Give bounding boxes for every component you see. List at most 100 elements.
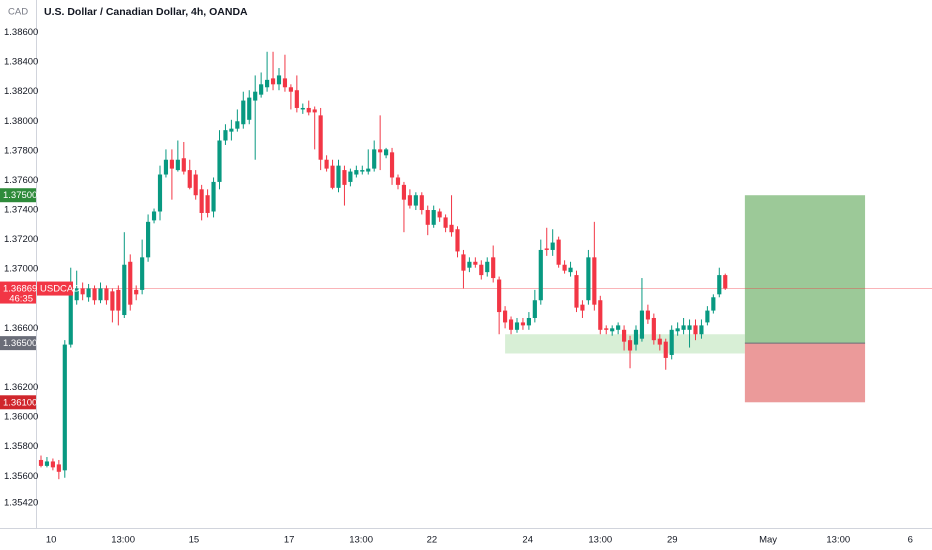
candle-body [538, 249, 543, 301]
x-tick-label: 15 [189, 535, 200, 546]
y-tick-label: 1.36200 [4, 382, 38, 393]
candle-body [92, 288, 97, 301]
x-tick-label: 22 [427, 535, 438, 546]
currency-label: CAD [8, 7, 28, 18]
candle-body [241, 100, 246, 125]
candle-body [116, 289, 121, 311]
y-tick-label: 1.35800 [4, 441, 38, 452]
candle-body [586, 257, 591, 301]
candle-body [330, 165, 335, 188]
y-tick-label: 1.37000 [4, 264, 38, 275]
y-tick-label: 1.35420 [4, 497, 38, 508]
candle-body [574, 275, 579, 308]
y-tick-label: 1.37200 [4, 234, 38, 245]
candle-body [175, 159, 180, 171]
candle-body [491, 257, 496, 279]
price-label-text: 1.36869 [3, 284, 37, 295]
candle-body [163, 159, 169, 175]
candle-body [288, 87, 293, 92]
candle-body [342, 170, 347, 185]
candle-body [455, 229, 460, 252]
candle-body [122, 264, 127, 316]
candle-body [669, 329, 674, 355]
candle-body [68, 294, 73, 345]
y-tick-label: 1.36600 [4, 323, 38, 334]
x-tick-label: 13:00 [826, 535, 850, 546]
candle-body [604, 328, 609, 330]
x-tick-label: 6 [908, 535, 913, 546]
candle-body [532, 300, 537, 318]
x-tick-label: 13:00 [349, 535, 373, 546]
candle-body [193, 174, 198, 196]
candle-body [687, 325, 692, 330]
x-tick-label: 17 [284, 535, 295, 546]
candle-body [384, 149, 389, 156]
candle-body [146, 221, 151, 258]
candle-body [473, 261, 478, 265]
symbol-label-box [37, 281, 73, 296]
candle-body [431, 210, 436, 225]
y-tick-label: 1.36000 [4, 412, 38, 423]
y-tick-label: 1.38000 [4, 116, 38, 127]
candle-body [140, 257, 145, 290]
candle-body [437, 211, 442, 218]
candle-body [419, 195, 424, 211]
x-tick-label: 13:00 [588, 535, 612, 546]
candle-body [253, 91, 258, 101]
candle-body [50, 461, 55, 468]
candle-body [705, 310, 710, 323]
y-tick-label: 1.37800 [4, 145, 38, 156]
candle-body [508, 319, 514, 330]
stop-label-box [0, 395, 36, 410]
candle-body [366, 168, 371, 172]
candle-body [110, 291, 115, 311]
target-label-box [0, 188, 36, 203]
candle-body [80, 288, 85, 295]
candle-body [360, 170, 365, 172]
y-tick-label: 1.37600 [4, 175, 38, 186]
candle-body [651, 317, 656, 341]
profit-zone [744, 195, 866, 344]
countdown-text: 46:35 [9, 294, 33, 305]
candle-body [235, 121, 240, 129]
candle-body [467, 261, 472, 268]
y-tick-label: 1.38200 [4, 86, 38, 97]
candle-body [681, 325, 686, 330]
y-tick-label: 1.38400 [4, 57, 38, 68]
candle-body [318, 115, 323, 160]
candle-body [265, 79, 270, 88]
candle-body [336, 165, 341, 188]
candle-body [723, 275, 728, 289]
entry-label-box [0, 336, 36, 351]
candle-body [205, 195, 210, 213]
candle-body [407, 195, 412, 206]
candle-body [616, 325, 621, 330]
x-tick-label: May [759, 535, 777, 546]
candle-body [294, 90, 299, 108]
candle-body [645, 310, 650, 320]
candle-body [389, 152, 395, 178]
candle-body [711, 297, 716, 311]
y-tick-label: 1.35600 [4, 471, 38, 482]
candle-body [633, 329, 639, 345]
candle-body [62, 344, 67, 471]
candle-body [270, 78, 276, 85]
candle-body [622, 329, 627, 342]
y-tick-label: 1.38600 [4, 27, 38, 38]
candle-body [413, 195, 418, 206]
candle-body [56, 464, 61, 472]
candle-body [44, 461, 50, 466]
candle-body [324, 159, 329, 169]
candle-body [443, 217, 448, 228]
stop-label-text: 1.36100 [3, 397, 37, 408]
candle-body [74, 288, 79, 301]
candle-body [354, 170, 359, 175]
candle-body [610, 328, 615, 332]
candle-body [38, 459, 44, 466]
x-tick-label: 13:00 [111, 535, 135, 546]
loss-zone [744, 343, 866, 403]
candle-body [300, 107, 305, 110]
candle-body [223, 130, 228, 141]
candle-body [181, 158, 186, 172]
candle-body [580, 304, 585, 311]
